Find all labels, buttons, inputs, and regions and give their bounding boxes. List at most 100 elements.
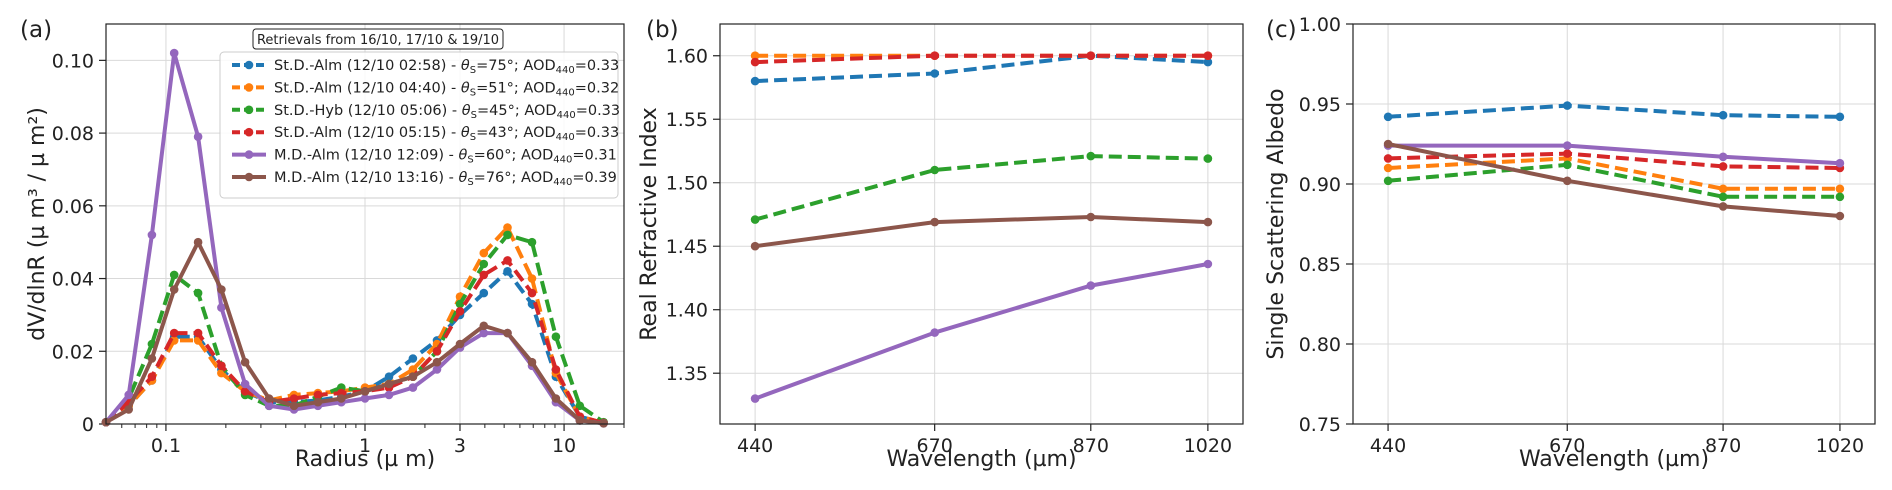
data-point bbox=[503, 267, 512, 276]
data-point bbox=[599, 419, 608, 428]
data-point bbox=[1203, 154, 1213, 163]
data-point bbox=[527, 357, 537, 367]
data-point bbox=[264, 401, 274, 411]
x-tick-label: 1020 bbox=[1184, 435, 1232, 457]
y-tick-label: 1.40 bbox=[666, 300, 708, 322]
data-point bbox=[1563, 160, 1572, 170]
data-point bbox=[1718, 202, 1728, 211]
data-point bbox=[930, 217, 939, 227]
data-point bbox=[455, 307, 465, 316]
legend-entry-5: M.D.-Alm (12/10 13:16) - θS=76°; AOD440=… bbox=[274, 170, 617, 188]
data-point bbox=[479, 259, 489, 269]
data-point bbox=[360, 387, 370, 396]
y-tick-label: 0.02 bbox=[52, 341, 94, 363]
y-tick-label: 1.00 bbox=[1299, 14, 1341, 36]
data-point bbox=[217, 303, 226, 312]
data-point bbox=[1718, 152, 1728, 162]
data-point bbox=[313, 390, 323, 400]
legend-title: Retrievals from 16/10, 17/10 & 19/10 bbox=[257, 33, 499, 48]
data-point bbox=[1383, 163, 1393, 173]
panel-2: 440 670 870 1020 0.75 0.80 0.85 0.90 0.95 1.00 Wav… bbox=[1264, 14, 1876, 472]
series-line-5 bbox=[754, 215, 1208, 249]
series-line-5 bbox=[1387, 142, 1841, 218]
legend-entry-4: M.D.-Alm (12/10 12:09) - θS=60°; AOD440=… bbox=[274, 148, 617, 166]
y-tick-label: 1.45 bbox=[666, 236, 708, 258]
data-point bbox=[169, 285, 179, 294]
data-point bbox=[551, 365, 561, 374]
data-point bbox=[1383, 139, 1393, 149]
legend-theta-value: 51° bbox=[488, 80, 514, 96]
data-point bbox=[147, 230, 157, 240]
data-point bbox=[432, 365, 442, 374]
data-point bbox=[147, 372, 157, 382]
data-point bbox=[217, 361, 226, 371]
legend-entry-1: St.D.-Alm (12/10 04:40) - θS=51°; AOD440… bbox=[274, 80, 619, 98]
panel-0: 0.1 1 3 10 0 0.02 0.04 0.06 0.08 0.10 Radius (µ m)… bbox=[20, 17, 625, 472]
data-point bbox=[479, 248, 489, 258]
data-point bbox=[930, 328, 939, 337]
legend-theta-value: 43° bbox=[488, 125, 514, 141]
data-point bbox=[503, 256, 512, 265]
data-point bbox=[1086, 51, 1096, 60]
data-point bbox=[1203, 217, 1213, 227]
legend-aod-value: 0.33 bbox=[587, 58, 619, 74]
data-point bbox=[217, 285, 226, 294]
y-tick-label: 0.75 bbox=[1299, 414, 1341, 436]
legend-series-name: St.D.-Hyb (12/10 05:06) - bbox=[274, 103, 462, 119]
data-point bbox=[1835, 158, 1845, 168]
legend-theta-value: 45° bbox=[489, 103, 515, 119]
series-line-5 bbox=[105, 240, 604, 426]
series-line-0 bbox=[755, 53, 1209, 84]
data-point bbox=[479, 328, 489, 338]
y-tick-label: 0.80 bbox=[1299, 334, 1341, 356]
data-point bbox=[240, 387, 250, 396]
data-point bbox=[1718, 110, 1728, 120]
series-line-0 bbox=[1387, 103, 1840, 119]
data-point bbox=[384, 390, 394, 400]
legend-entry-0: St.D.-Alm (12/10 02:58) - θS=75°; AOD440… bbox=[274, 58, 619, 76]
data-point bbox=[1203, 259, 1213, 269]
data-point bbox=[408, 383, 418, 392]
data-point bbox=[1203, 57, 1213, 67]
data-point bbox=[503, 328, 512, 338]
x-tick-label: 10 bbox=[552, 435, 576, 457]
data-point bbox=[264, 394, 274, 403]
legend-theta-value: 76° bbox=[486, 170, 512, 186]
legend-marker bbox=[244, 150, 254, 159]
data-point bbox=[147, 354, 157, 363]
data-point bbox=[1383, 176, 1393, 186]
legend-box bbox=[219, 51, 619, 199]
data-point bbox=[479, 321, 489, 331]
data-point bbox=[1383, 154, 1393, 163]
data-point bbox=[503, 230, 512, 240]
data-point bbox=[337, 394, 346, 403]
data-point bbox=[124, 405, 133, 414]
y-tick-label: 1.50 bbox=[666, 173, 708, 195]
y-tick-label: 1.55 bbox=[666, 109, 708, 131]
panel-label: (a) bbox=[20, 17, 52, 43]
x-tick-label: 440 bbox=[1370, 435, 1406, 457]
x-tick-label: 440 bbox=[737, 435, 773, 457]
x-axis-label: Wavelength (µm) bbox=[1519, 447, 1709, 472]
data-point bbox=[408, 354, 418, 363]
y-tick-label: 0.04 bbox=[52, 269, 94, 291]
data-point bbox=[575, 401, 585, 411]
series-line-1 bbox=[1387, 156, 1840, 191]
data-point bbox=[1086, 151, 1096, 161]
data-point bbox=[432, 357, 442, 367]
legend-theta-value: 75° bbox=[488, 58, 514, 74]
data-point bbox=[240, 379, 250, 389]
legend-series-name: M.D.-Alm (12/10 13:16) - bbox=[274, 170, 458, 186]
data-point bbox=[289, 394, 299, 403]
data-point bbox=[193, 288, 203, 298]
y-axis-label: Real Refractive Index bbox=[637, 107, 662, 340]
panel-label: (b) bbox=[646, 17, 679, 43]
legend-title-box bbox=[252, 28, 504, 50]
axes-frame bbox=[1352, 23, 1876, 425]
series-line-3 bbox=[104, 258, 605, 425]
data-point bbox=[1563, 101, 1572, 110]
data-point bbox=[384, 379, 394, 389]
data-point bbox=[1835, 192, 1845, 202]
y-tick-label: 0.06 bbox=[52, 196, 94, 218]
data-point bbox=[750, 215, 760, 224]
